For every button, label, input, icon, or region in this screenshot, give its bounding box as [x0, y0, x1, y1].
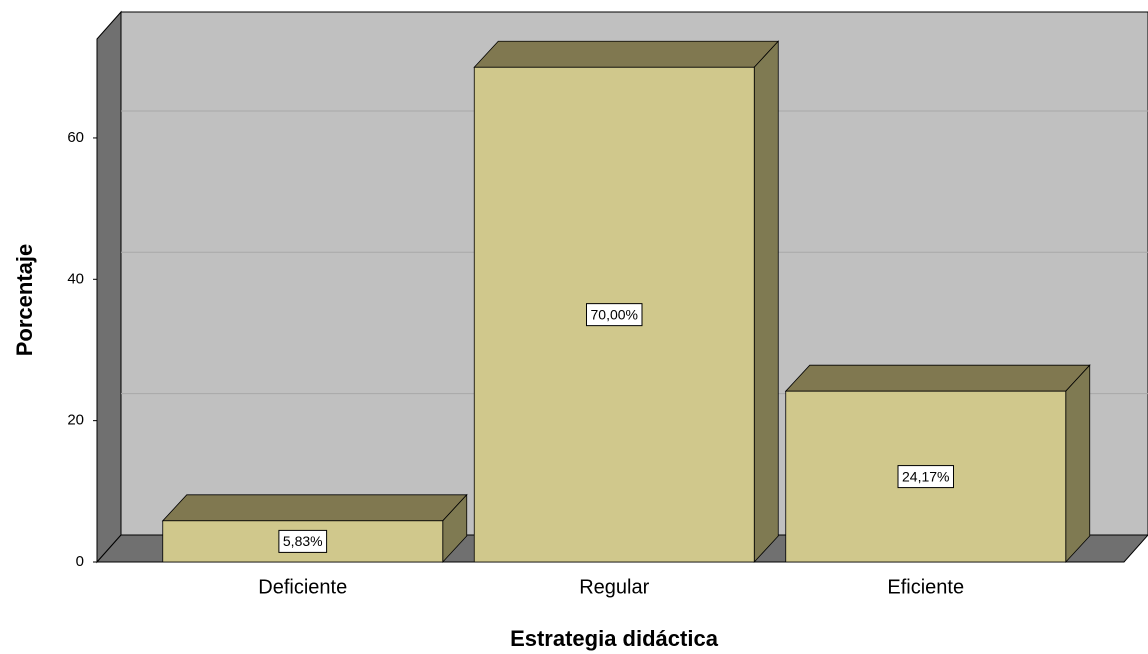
- value-label-box: [586, 303, 643, 327]
- left-wall: [96, 10, 122, 564]
- value-label: 5,83%: [283, 533, 323, 549]
- y-axis-title: Porcentaje: [12, 244, 37, 357]
- bar-top: [473, 40, 780, 68]
- y-tick-label: 40: [67, 270, 84, 287]
- x-axis-title: Estrategia didáctica: [510, 626, 719, 651]
- bar-top: [784, 364, 1091, 392]
- bar-top: [161, 494, 468, 522]
- y-tick-label: 60: [67, 129, 84, 146]
- value-label: 70,00%: [591, 306, 638, 322]
- x-tick-label: Regular: [579, 576, 649, 598]
- x-tick-label: Deficiente: [258, 576, 347, 598]
- bar-side: [1065, 364, 1091, 564]
- bar-side: [753, 40, 779, 564]
- x-tick-label: Eficiente: [887, 576, 964, 598]
- value-label-box: [897, 465, 954, 489]
- value-label-box: [278, 529, 328, 553]
- y-tick-label: 0: [76, 553, 84, 570]
- value-label: 24,17%: [902, 468, 949, 484]
- y-tick-label: 20: [67, 412, 84, 429]
